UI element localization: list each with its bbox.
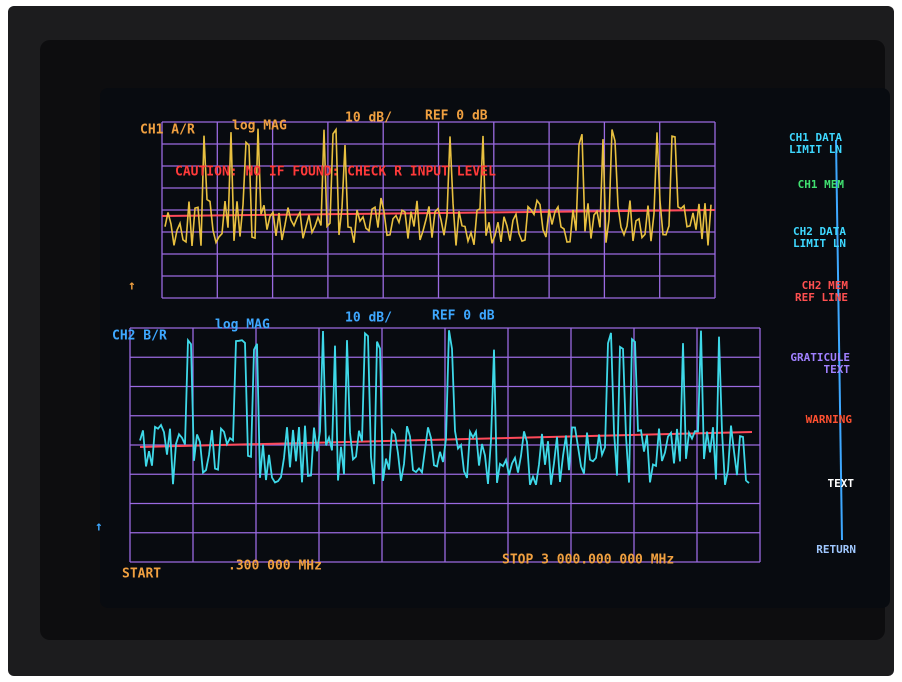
screen-photo: CH1 A/R log MAG 10 dB/ REF 0 dB CAUTION:… — [0, 0, 902, 682]
softkey-label[interactable]: LIMIT LN — [793, 237, 846, 250]
warning-message: CAUTION: NO IF FOUND: CHECK R INPUT LEVE… — [175, 165, 496, 180]
softkey-label[interactable]: REF LINE — [795, 291, 848, 304]
ch1-ref-arrow: ↑ — [128, 279, 136, 294]
ch2-label: CH2 B/R — [112, 329, 167, 344]
softkey-label[interactable]: CH1 MEM — [798, 178, 845, 191]
ch1-ref: REF 0 dB — [425, 109, 488, 124]
softkey-label[interactable]: TEXT — [824, 363, 851, 376]
softkey-label[interactable]: TEXT — [828, 477, 855, 490]
ch1-label: CH1 A/R — [140, 123, 195, 138]
ch2-scale: 10 dB/ — [345, 311, 392, 326]
ch1-scale: 10 dB/ — [345, 111, 392, 126]
ch2-format: log MAG — [215, 318, 270, 333]
start-value: .300 000 MHz — [228, 559, 322, 574]
ch2-ref-arrow: ↑ — [95, 520, 103, 535]
ch2-ref: REF 0 dB — [432, 309, 495, 324]
ch1-format: log MAG — [232, 119, 287, 134]
softkey-label[interactable]: LIMIT LN — [789, 143, 842, 156]
softkey-label[interactable]: WARNING — [806, 413, 853, 426]
stop-frequency: STOP 3 000.000 000 MHz — [502, 553, 674, 568]
softkey-label[interactable]: RETURN — [816, 543, 856, 556]
start-label: START — [122, 567, 161, 582]
